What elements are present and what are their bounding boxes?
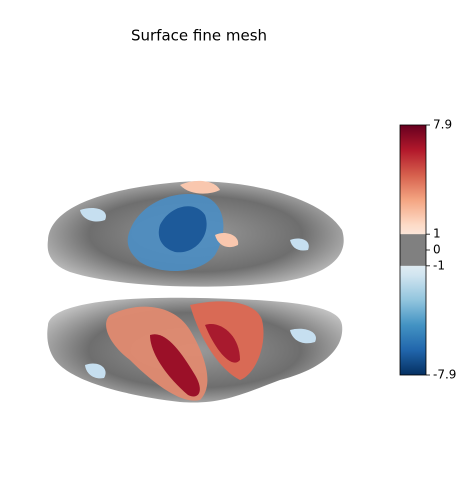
threshold-band bbox=[400, 234, 426, 266]
colorbar: 7.9 1 0-1 -7.9 bbox=[399, 118, 456, 382]
positive-blob bbox=[180, 180, 220, 194]
negative-blob bbox=[80, 208, 106, 222]
chart-title: Surface fine mesh bbox=[131, 27, 267, 45]
negative-blob bbox=[290, 328, 316, 344]
tick-label: -1 bbox=[433, 258, 445, 272]
tick-label: 0 bbox=[433, 243, 441, 257]
negative-blob bbox=[290, 238, 309, 251]
positive-blob bbox=[150, 334, 200, 397]
tick-label: 7.9 bbox=[433, 118, 452, 132]
negative-blob bbox=[85, 363, 106, 379]
positive-blob bbox=[215, 233, 239, 248]
negative-blob bbox=[158, 206, 207, 253]
tick-label: -7.9 bbox=[433, 368, 456, 382]
brain-surface bbox=[47, 180, 344, 403]
positive-blob bbox=[205, 324, 240, 363]
tick-label: 1 bbox=[433, 227, 441, 241]
